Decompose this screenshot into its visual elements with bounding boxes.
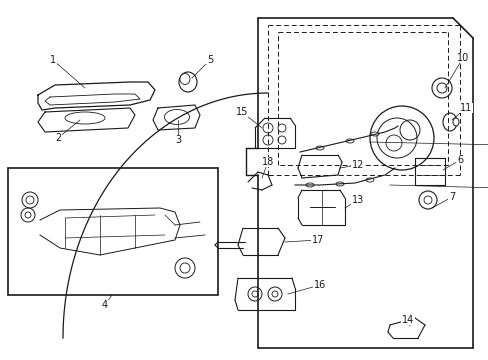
Text: 1: 1 bbox=[50, 55, 56, 65]
Text: 4: 4 bbox=[102, 300, 108, 310]
Ellipse shape bbox=[180, 73, 190, 85]
Ellipse shape bbox=[179, 72, 197, 92]
Circle shape bbox=[369, 106, 433, 170]
Ellipse shape bbox=[65, 112, 105, 124]
Text: 17: 17 bbox=[311, 235, 324, 245]
Text: 11: 11 bbox=[459, 103, 471, 113]
Text: 6: 6 bbox=[456, 155, 462, 165]
Ellipse shape bbox=[315, 146, 324, 150]
Text: 7: 7 bbox=[448, 192, 454, 202]
Text: 13: 13 bbox=[351, 195, 364, 205]
Ellipse shape bbox=[305, 183, 313, 187]
Ellipse shape bbox=[164, 109, 189, 125]
Text: 12: 12 bbox=[351, 160, 364, 170]
Ellipse shape bbox=[442, 113, 456, 131]
Ellipse shape bbox=[370, 132, 378, 136]
Ellipse shape bbox=[365, 178, 373, 182]
Text: 3: 3 bbox=[175, 135, 181, 145]
Text: 16: 16 bbox=[313, 280, 325, 290]
Text: 2: 2 bbox=[55, 133, 61, 143]
Ellipse shape bbox=[335, 182, 343, 186]
Text: 5: 5 bbox=[206, 55, 213, 65]
Text: 15: 15 bbox=[235, 107, 248, 117]
Ellipse shape bbox=[346, 139, 353, 143]
Text: 18: 18 bbox=[262, 157, 274, 167]
Text: 14: 14 bbox=[401, 315, 413, 325]
Text: 10: 10 bbox=[456, 53, 468, 63]
Ellipse shape bbox=[452, 118, 458, 126]
Polygon shape bbox=[8, 168, 218, 295]
